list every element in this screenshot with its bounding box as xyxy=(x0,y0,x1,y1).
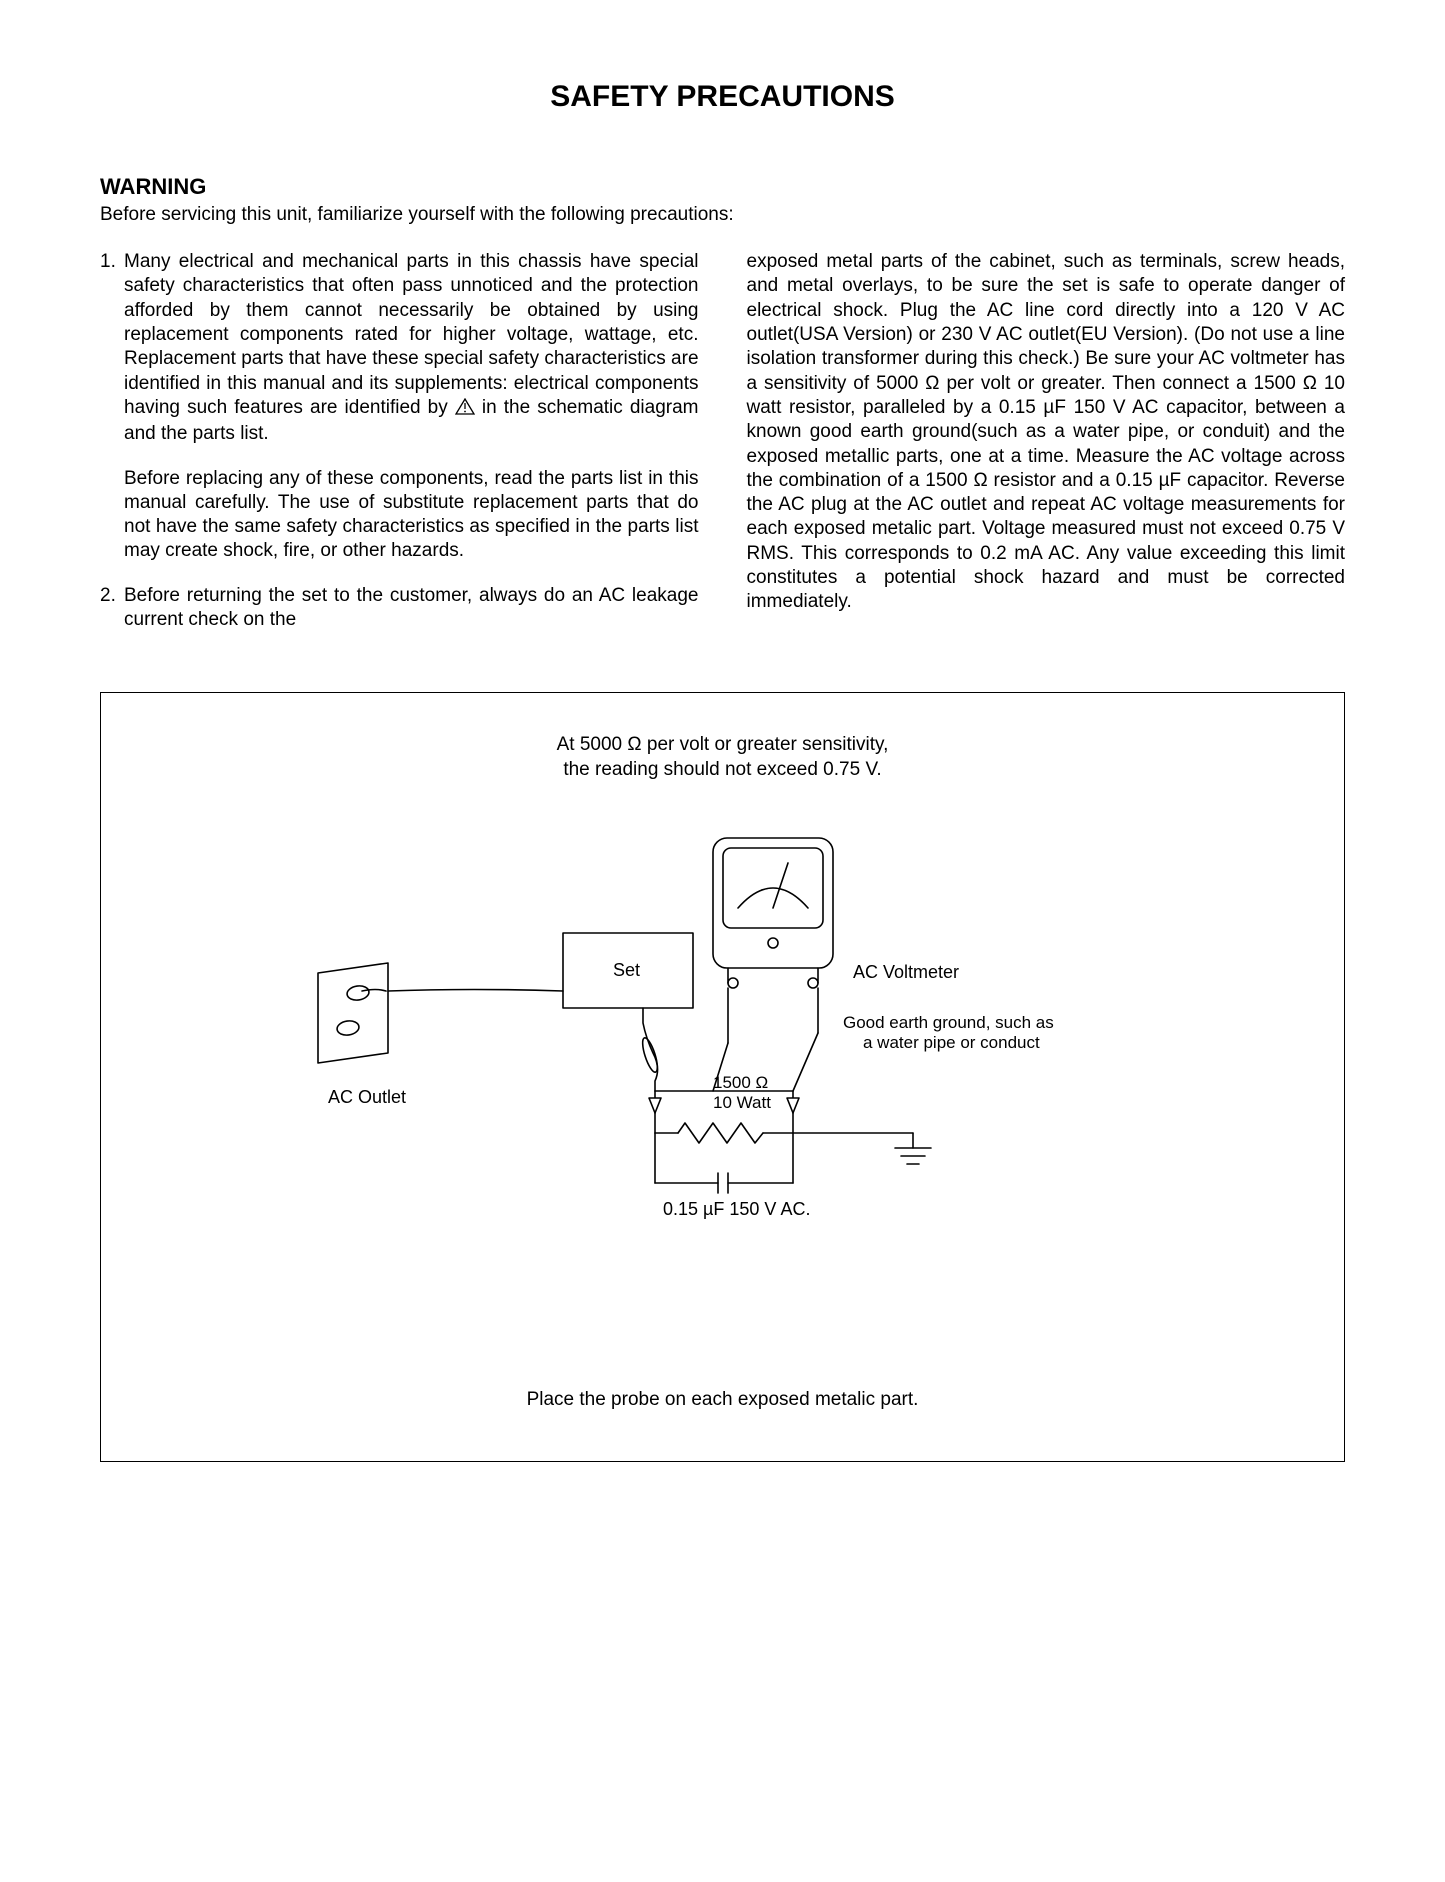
set-box-label: Set xyxy=(613,960,640,980)
page-title: SAFETY PRECAUTIONS xyxy=(100,80,1345,114)
item-number-2: 2. xyxy=(100,584,124,633)
diagram-top-line1: At 5000 Ω per volt or greater sensitivit… xyxy=(557,734,889,755)
earth-ground-icon xyxy=(895,1148,931,1164)
diagram-bottom-caption: Place the probe on each exposed metalic … xyxy=(101,1389,1344,1411)
circuit-diagram-box: At 5000 Ω per volt or greater sensitivit… xyxy=(100,692,1345,1462)
precaution-item-2: 2. Before returning the set to the custo… xyxy=(100,584,699,633)
right-column: exposed metal parts of the cabinet, such… xyxy=(747,250,1346,652)
item-1-para-a-before: Many electrical and mechanical parts in … xyxy=(124,251,699,418)
item-number-1: 1. xyxy=(100,250,124,564)
ac-outlet-label: AC Outlet xyxy=(328,1087,406,1107)
item-1-para-b: Before replacing any of these components… xyxy=(124,468,699,562)
two-column-layout: 1. Many electrical and mechanical parts … xyxy=(100,250,1345,652)
probe-left-icon xyxy=(649,1091,661,1113)
warning-section: WARNING Before servicing this unit, fami… xyxy=(100,174,1345,652)
voltmeter-icon xyxy=(713,838,833,988)
resistor-icon xyxy=(655,1123,793,1143)
item-2-para-b: exposed metal parts of the cabinet, such… xyxy=(747,251,1346,612)
diagram-top-line2: the reading should not exceed 0.75 V. xyxy=(563,759,881,780)
item-2-body-left: Before returning the set to the customer… xyxy=(124,584,699,633)
resistor-value-line2: 10 Watt xyxy=(713,1093,771,1112)
resistor-value-line1: 1500 Ω xyxy=(713,1073,768,1092)
circuit-diagram-svg: AC Outlet Set xyxy=(223,803,1223,1303)
warning-heading: WARNING xyxy=(100,174,1345,200)
ground-label-line1: Good earth ground, such as xyxy=(843,1013,1054,1032)
warning-intro: Before servicing this unit, familiarize … xyxy=(100,204,1345,226)
capacitor-value-label: 0.15 µF 150 V AC. xyxy=(663,1199,810,1219)
ground-label-line2: a water pipe or conduct xyxy=(863,1033,1040,1052)
precaution-item-1: 1. Many electrical and mechanical parts … xyxy=(100,250,699,564)
ac-outlet-icon xyxy=(318,963,388,1063)
capacitor-icon xyxy=(655,1173,793,1193)
warning-triangle-icon xyxy=(455,398,475,422)
item-1-body: Many electrical and mechanical parts in … xyxy=(124,250,699,564)
probe-right-icon xyxy=(787,1091,799,1113)
diagram-top-caption: At 5000 Ω per volt or greater sensitivit… xyxy=(141,733,1304,782)
item-2-para-a: Before returning the set to the customer… xyxy=(124,585,699,630)
voltmeter-label: AC Voltmeter xyxy=(853,962,959,982)
left-column: 1. Many electrical and mechanical parts … xyxy=(100,250,699,652)
